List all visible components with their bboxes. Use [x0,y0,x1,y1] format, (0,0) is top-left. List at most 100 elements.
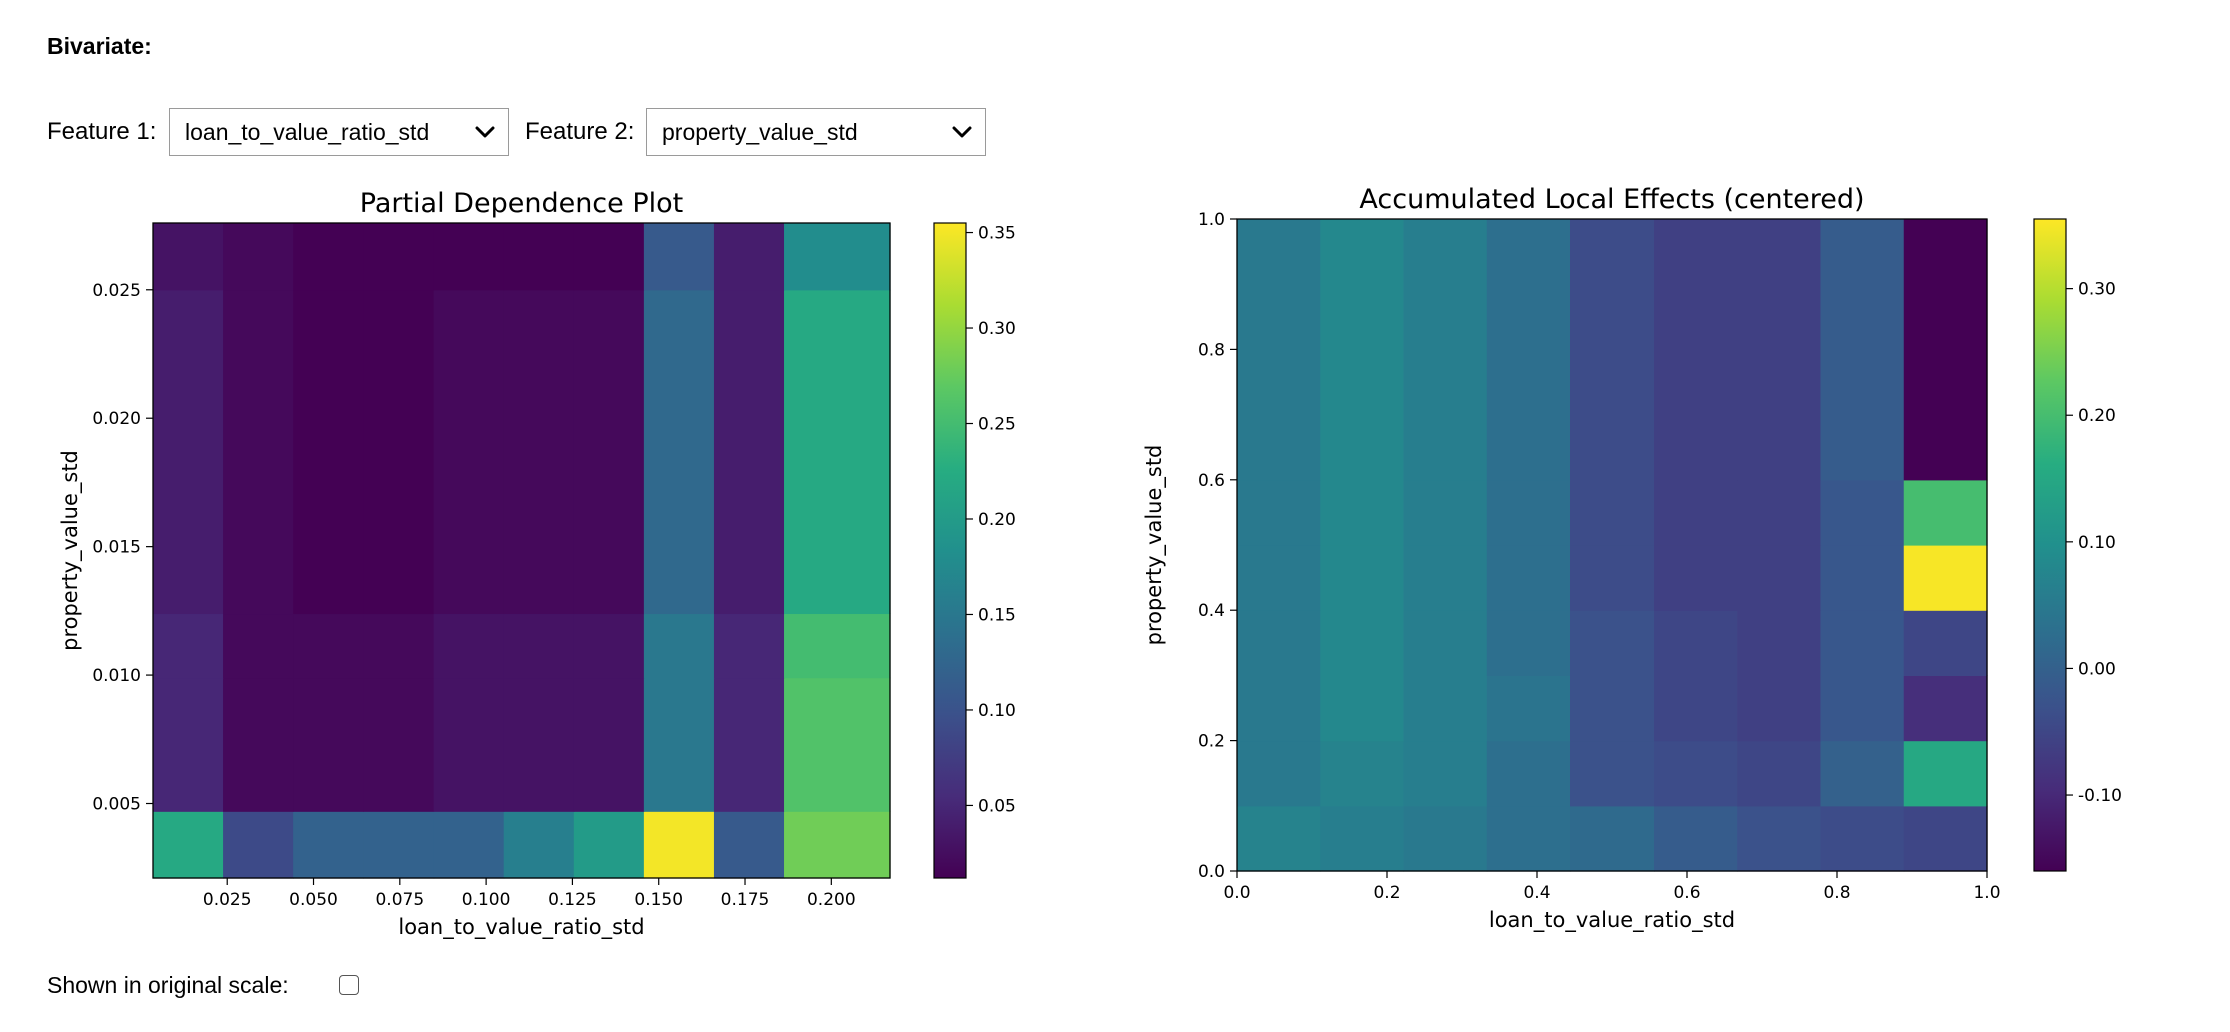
heatmap-cell [223,223,294,291]
heatmap-cell [1486,545,1571,611]
y-tick-label: 0.8 [1198,340,1225,360]
heatmap-cell [1820,545,1905,611]
heatmap-cell [784,613,891,679]
original-scale-checkbox[interactable] [339,975,359,995]
colorbar-tick-label: 0.30 [978,319,1016,339]
y-tick-label: 0.0 [1198,862,1225,882]
heatmap-cell [573,289,645,615]
x-tick-label: 1.0 [1973,883,2000,903]
y-tick-label: 0.2 [1198,732,1225,752]
heatmap-cell [1737,805,1822,872]
colorbar-tick-label: 0.10 [978,701,1016,721]
heatmap-cell [223,613,294,679]
y-tick-label: 0.4 [1198,601,1225,621]
heatmap-cell [363,811,435,879]
heatmap-cell [1320,805,1405,872]
heatmap-cell [1403,675,1488,742]
y-axis-label: property_value_std [58,450,83,651]
heatmap-cell [784,289,891,615]
heatmap-cell [1403,740,1488,807]
x-tick-label: 0.075 [375,890,424,910]
heatmap-cell [1237,545,1321,611]
heatmap-cell [1403,219,1488,481]
heatmap-cell [433,677,505,812]
y-tick-label: 1.0 [1198,210,1225,230]
x-tick-label: 0.025 [203,890,252,910]
colorbar-tick-label: 0.25 [978,415,1016,435]
colorbar-tick-label: 0.20 [978,510,1016,530]
feature2-value: property_value_std [662,119,858,145]
heatmap-cell [1486,740,1571,807]
colorbar [2033,218,2067,872]
heatmap-cell [433,289,505,615]
heatmap-cell [223,677,294,812]
heatmap-cell [1237,219,1321,481]
heatmap-cell [1570,610,1655,676]
heatmap-cell [1737,740,1822,807]
heatmap-cell [1654,675,1738,742]
x-tick-label: 0.125 [548,890,597,910]
heatmap-cell [1320,740,1405,807]
x-tick-label: 0.0 [1223,883,1250,903]
heatmap-cell [433,613,505,679]
heatmap-cell [363,289,435,615]
section-title: Bivariate: [47,33,152,59]
feature1-value: loan_to_value_ratio_std [185,119,430,145]
colorbar-tick-label: 0.35 [978,224,1016,244]
heatmap-cell [1737,675,1822,742]
heatmap-cell [1570,219,1655,481]
heatmap-cell [784,677,891,812]
heatmap-cell [1737,479,1822,546]
heatmap-cell [1320,675,1405,742]
heatmap-cell [643,223,715,291]
heatmap-cell [1737,219,1822,481]
heatmap-cell [1903,610,1988,676]
heatmap-cell [573,811,645,879]
x-tick-label: 0.8 [1823,883,1850,903]
heatmap-cell [293,811,364,879]
feature1-select[interactable]: loan_to_value_ratio_std [169,108,509,156]
y-tick-label: 0.020 [92,409,141,429]
heatmap-cell [1820,675,1905,742]
ale-plot: 0.0 0.2 0.4 0.6 0.8 1.0 0.0 0.2 0.4 0.6 0.8 1.0 Accu… [1110,180,2220,960]
heatmap-cell [1820,479,1905,546]
heatmap-cell [1403,479,1488,546]
heatmap-cell [153,223,224,291]
heatmap-cell [1654,545,1738,611]
heatmap-cell [293,677,364,812]
y-axis-label: property_value_std [1142,445,1167,646]
heatmap-cell [1237,610,1321,676]
heatmap-cell [1820,219,1905,481]
heatmap-cell [573,677,645,812]
heatmap-cell [1570,805,1655,872]
heatmap-cell [713,677,785,812]
heatmap-cell [1570,740,1655,807]
heatmap-cell [1486,805,1571,872]
heatmap-cell [1903,545,1988,611]
heatmap-cell [1486,479,1571,546]
colorbar-tick-label: 0.20 [2078,406,2116,426]
heatmap-cell [1320,545,1405,611]
heatmap-cell [1403,610,1488,676]
heatmap-cell [573,223,645,291]
x-tick-label: 0.175 [721,890,770,910]
feature2-select[interactable]: property_value_std [646,108,986,156]
heatmap-cell [1737,610,1822,676]
plot-frame [1236,218,1988,872]
heatmap-cell [1654,740,1738,807]
pdp-chart: 0.025 0.050 0.075 0.100 0.125 0.150 0.175 0.200… [58,188,1016,940]
x-axis-label: loan_to_value_ratio_std [1489,908,1735,933]
heatmap-cell [503,811,575,879]
heatmap-cell [643,677,715,812]
y-tick-label: 0.025 [92,281,141,301]
heatmap-cell [363,613,435,679]
plot-frame [152,222,891,879]
heatmap-cell [1320,610,1405,676]
heatmap-cells [1237,219,1988,872]
heatmap-cell [1654,479,1738,546]
heatmap-cell [153,613,224,679]
heatmap-cell [1903,740,1988,807]
heatmap-cell [1486,219,1571,481]
heatmap-cell [1737,545,1822,611]
heatmap-cell [643,811,715,879]
